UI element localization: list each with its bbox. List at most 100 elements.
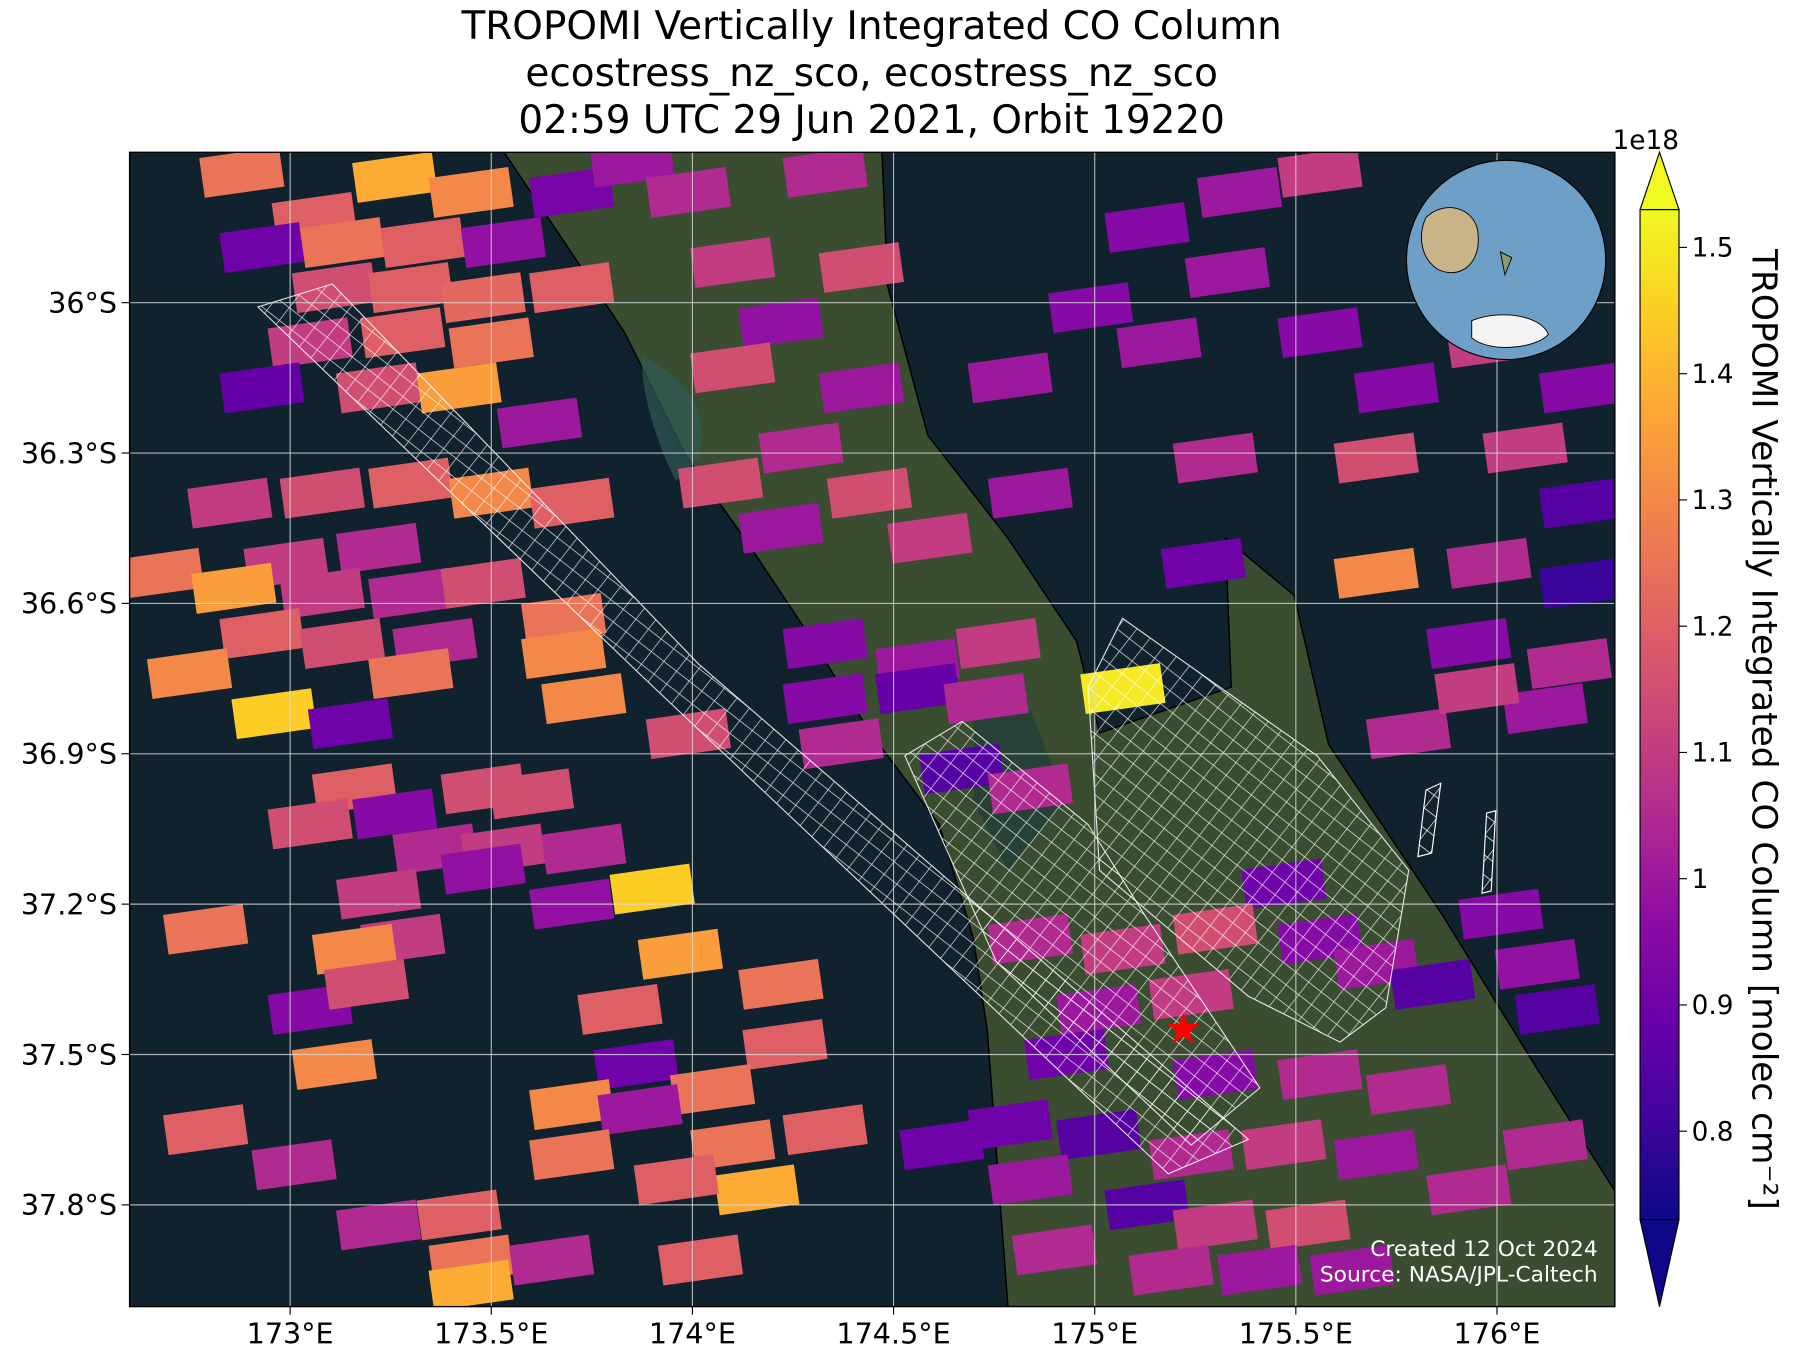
- co-pixel: [1333, 547, 1419, 599]
- co-pixel: [1538, 362, 1615, 414]
- co-pixel: [219, 608, 305, 659]
- co-pixel: [368, 648, 454, 700]
- co-pixel: [714, 1164, 800, 1216]
- footprint: [1087, 617, 1410, 1043]
- colorbar-tick-label: 1.4: [1692, 360, 1734, 390]
- co-pixel: [1494, 938, 1580, 990]
- co-pixel: [1365, 708, 1452, 760]
- co-pixel: [887, 512, 973, 564]
- footprint: [1417, 782, 1442, 858]
- colorbar-frame: [1639, 208, 1680, 1221]
- co-pixel: [798, 718, 884, 770]
- australia: [1421, 207, 1479, 274]
- co-pixel: [738, 297, 824, 349]
- co-pixel: [163, 903, 249, 955]
- co-pixel: [899, 1119, 985, 1171]
- co-pixel: [352, 788, 438, 840]
- co-pixel: [129, 547, 205, 599]
- co-pixel: [199, 152, 285, 198]
- x-tick-label: 173°E: [247, 1316, 334, 1350]
- colorbar-tick-label: 0.9: [1692, 991, 1734, 1021]
- co-pixel: [955, 618, 1041, 669]
- co-pixel: [1011, 1224, 1098, 1276]
- co-pixel: [529, 1129, 615, 1181]
- co-pixel: [742, 1019, 828, 1070]
- co-pixel: [1184, 247, 1271, 299]
- co-pixel: [818, 242, 905, 294]
- co-pixel: [1309, 1244, 1395, 1296]
- x-tick-label: 174°E: [649, 1316, 736, 1350]
- co-pixel: [311, 923, 398, 975]
- y-tick-label: 37.2°S: [21, 887, 117, 921]
- co-pixel: [609, 863, 695, 915]
- colorbar-tick-label: 1.5: [1692, 234, 1734, 264]
- co-pixel: [633, 1154, 719, 1206]
- co-pixel: [1217, 1244, 1303, 1296]
- co-pixel: [219, 222, 305, 273]
- co-pixel: [163, 1104, 249, 1156]
- grid: [129, 152, 1615, 1307]
- co-pixel: [826, 467, 913, 519]
- co-pixel: [738, 958, 824, 1010]
- co-pixel: [1277, 307, 1363, 359]
- colorbar-label: TROPOMI Vertically Integrated CO Column …: [1743, 248, 1783, 1210]
- co-pixel: [440, 272, 526, 324]
- co-pixel: [1365, 1064, 1452, 1116]
- co-pixel: [191, 562, 277, 614]
- y-tick-label: 36.6°S: [21, 587, 117, 621]
- y-tick-label: 37.5°S: [21, 1038, 117, 1072]
- co-pixel: [818, 362, 905, 414]
- colorbar-tick-label: 1.1: [1692, 739, 1734, 769]
- co-pixel: [1172, 432, 1259, 484]
- co-pixel: [440, 557, 526, 609]
- y-tick-label: 36.3°S: [21, 436, 117, 470]
- co-pixel: [1333, 1129, 1419, 1181]
- co-pixel: [1277, 152, 1363, 198]
- title-line: ecostress_nz_sco, ecostress_nz_sco: [525, 51, 1217, 96]
- co-pixel: [669, 1064, 756, 1116]
- co-pixel: [428, 1259, 514, 1307]
- co-pixel: [460, 217, 546, 268]
- credit: Source: NASA/JPL-Caltech: [1320, 1262, 1598, 1287]
- co-pixel: [541, 673, 627, 725]
- co-pixel: [1196, 166, 1283, 218]
- antarctica: [1471, 314, 1549, 348]
- y-tick-label: 36°S: [48, 286, 117, 320]
- co-pixel: [1277, 1049, 1363, 1101]
- credit: Created 12 Oct 2024: [1370, 1237, 1597, 1262]
- co-pixel: [875, 663, 961, 715]
- map-frame: [128, 151, 1616, 1308]
- co-pixel: [597, 1084, 683, 1136]
- co-pixel: [1241, 1119, 1327, 1171]
- co-pixel: [187, 477, 273, 529]
- x-tick-label: 174.5°E: [836, 1316, 950, 1350]
- co-pixel: [593, 1039, 679, 1090]
- co-pixel: [645, 166, 732, 218]
- co-pixel: [1333, 432, 1419, 484]
- co-pixel: [1482, 422, 1568, 474]
- co-pixel: [782, 1104, 868, 1156]
- co-pixel: [1172, 1199, 1259, 1251]
- co-pixel: [690, 237, 776, 289]
- co-pixel: [335, 1199, 422, 1251]
- co-pixel: [307, 698, 394, 750]
- colorbar-tick-label: 1.3: [1692, 486, 1734, 516]
- footprints: [256, 283, 1497, 1175]
- co-pixel: [782, 152, 868, 198]
- co-pixel: [589, 152, 675, 188]
- co-pixel: [440, 843, 526, 895]
- title-line: TROPOMI Vertically Integrated CO Column: [460, 4, 1281, 49]
- co-pixel: [352, 152, 438, 203]
- co-pixel: [637, 928, 723, 980]
- co-pixel: [496, 397, 583, 449]
- co-pixel: [943, 673, 1029, 725]
- y-tick-label: 37.8°S: [21, 1188, 117, 1222]
- co-pixel: [541, 823, 627, 875]
- x-tick-label: 176°E: [1453, 1316, 1540, 1350]
- co-pixel: [967, 352, 1053, 404]
- co-pixel: [299, 217, 386, 268]
- co-pixel: [987, 467, 1073, 519]
